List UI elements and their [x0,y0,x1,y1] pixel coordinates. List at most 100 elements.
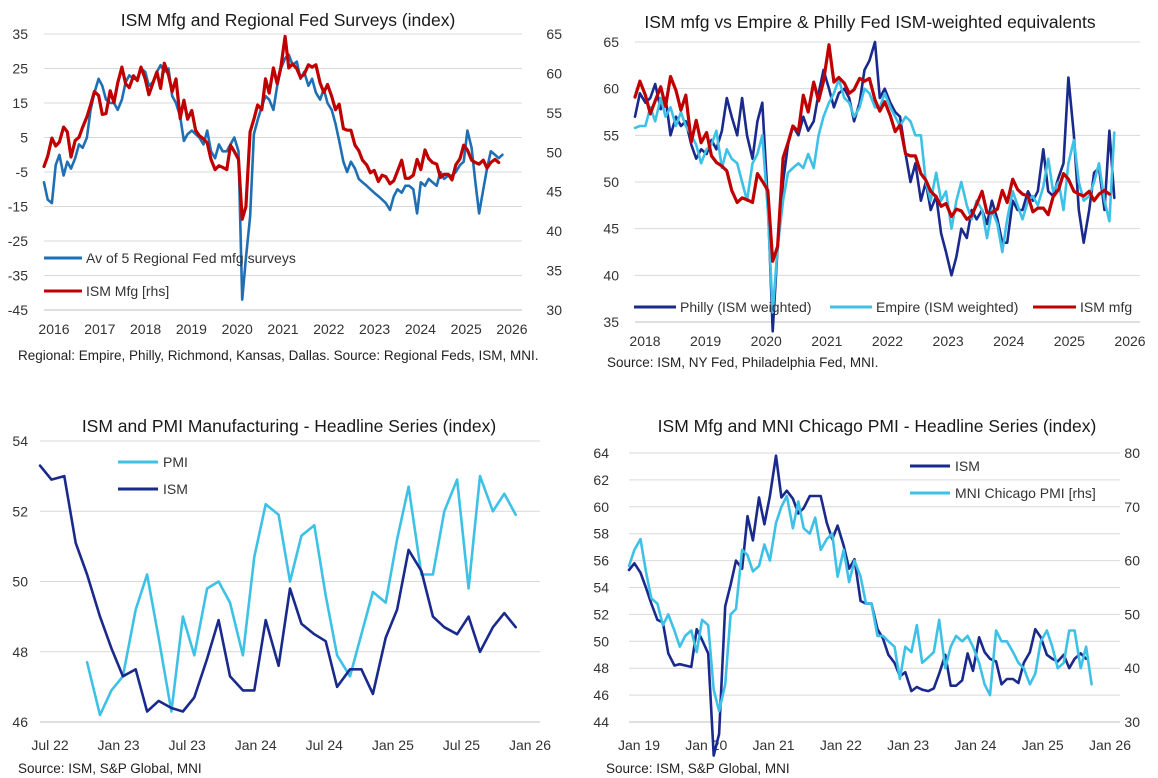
x-tick-label: 2019 [690,333,721,349]
y-left-tick-label: 35 [603,314,619,330]
y-left-tick-label: 50 [603,174,619,190]
x-tick-label: Jul 24 [306,737,344,753]
x-tick-label: Jan 25 [372,737,414,753]
y-left-tick-label: 45 [603,221,619,237]
chart-2-legend: Philly (ISM weighted) Empire (ISM weight… [634,299,1132,315]
x-tick-label: Jan 26 [1089,737,1131,753]
x-tick-label: 2017 [84,321,115,337]
legend-ismmfg-label: ISM mfg [1080,299,1132,315]
x-tick-label: 2023 [933,333,964,349]
x-tick-label: 2016 [38,321,69,337]
x-tick-label: 2026 [496,321,527,337]
y-right-tick-label: 70 [1124,499,1140,515]
x-tick-label: 2022 [313,321,344,337]
chart-3-source: Source: ISM, S&P Global, MNI [18,761,202,776]
x-tick-label: 2022 [872,333,903,349]
y-left-tick-label: 64 [593,445,609,461]
y-right-tick-label: 65 [546,26,562,42]
chart-2-source: Source: ISM, NY Fed, Philadelphia Fed, M… [607,355,878,370]
legend-ism-label: ISM Mfg [rhs] [86,283,169,299]
y-right-tick-label: 50 [1124,606,1140,622]
chart-4-legend: ISM MNI Chicago PMI [rhs] [910,458,1096,501]
series-line-pmi [85,474,518,717]
x-tick-label: 2018 [130,321,161,337]
x-tick-label: Jan 26 [509,737,551,753]
y-right-tick-label: 40 [546,223,562,239]
y-right-tick-label: 55 [546,105,562,121]
x-tick-label: 2021 [811,333,842,349]
series-line-ism [627,454,1088,757]
legend-ism4-label: ISM [955,458,980,474]
x-tick-label: Jan 25 [1022,737,1064,753]
y-left-tick-label: 35 [12,26,28,42]
x-tick-label: Jan 23 [98,737,140,753]
series-line-av-of-5-regional-fed-mfg-surveys [42,53,504,301]
y-right-tick-label: 30 [546,302,562,318]
legend-regional-label: Av of 5 Regional Fed mfg surveys [86,250,296,266]
y-right-tick-label: 35 [546,263,562,279]
x-tick-label: 2024 [405,321,436,337]
y-left-tick-label: -35 [8,268,28,284]
x-tick-label: 2020 [751,333,782,349]
legend-philly-label: Philly (ISM weighted) [680,299,812,315]
y-left-tick-label: -25 [8,233,28,249]
y-left-tick-label: 56 [593,553,609,569]
x-tick-label: 2024 [993,333,1024,349]
y-left-tick-label: 46 [593,687,609,703]
series-line-mni-chicago-pmi-rhs [627,494,1093,713]
x-tick-label: Jan 20 [685,737,727,753]
y-left-tick-label: 48 [593,660,609,676]
y-left-tick-label: 40 [603,267,619,283]
y-right-tick-label: 50 [546,144,562,160]
y-left-tick-label: 62 [593,472,609,488]
legend-ism3-label: ISM [163,481,188,497]
series-line-ism-mfg-rhs [42,34,501,221]
x-tick-label: 2019 [176,321,207,337]
y-left-tick-label: 50 [12,574,28,590]
chart-3-legend: PMI ISM [118,454,188,497]
y-left-tick-label: 55 [603,127,619,143]
x-tick-label: 2018 [629,333,660,349]
series-line-empire-ism-weighted [633,78,1116,315]
chart-3-title: ISM and PMI Manufacturing - Headline Ser… [82,416,496,436]
y-right-tick-label: 30 [1124,714,1140,730]
legend-empire-label: Empire (ISM weighted) [876,299,1018,315]
y-left-tick-label: -45 [8,302,28,318]
y-left-tick-label: 52 [12,503,28,519]
x-tick-label: Jan 22 [820,737,862,753]
chart-4-source: Source: ISM, S&P Global, MNI [606,761,790,776]
y-left-tick-label: -5 [16,164,29,180]
y-left-tick-label: 46 [12,714,28,730]
y-left-tick-label: 54 [12,433,28,449]
y-right-tick-label: 60 [1124,553,1140,569]
chart-1-title: ISM Mfg and Regional Fed Surveys (index) [121,10,456,30]
x-tick-label: 2021 [267,321,298,337]
legend-chicago-label: MNI Chicago PMI [rhs] [955,485,1096,501]
y-left-tick-label: 25 [12,61,28,77]
x-tick-label: Jan 24 [954,737,996,753]
x-tick-label: 2025 [1054,333,1085,349]
y-left-tick-label: 52 [593,606,609,622]
y-left-tick-label: 54 [593,580,609,596]
x-tick-label: Jan 24 [235,737,277,753]
x-tick-label: 2025 [451,321,482,337]
x-tick-label: Jul 22 [31,737,69,753]
y-right-tick-label: 80 [1124,445,1140,461]
y-left-tick-label: -15 [8,199,28,215]
y-left-tick-label: 50 [593,633,609,649]
y-left-tick-label: 60 [603,81,619,97]
x-tick-label: 2023 [359,321,390,337]
chart-ism-pmi: ISM and PMI Manufacturing - Headline Ser… [12,416,551,776]
y-left-tick-label: 65 [603,34,619,50]
x-tick-label: Jan 21 [753,737,795,753]
x-tick-label: Jan 23 [887,737,929,753]
y-left-tick-label: 58 [593,526,609,542]
chart-1-source: Regional: Empire, Philly, Richmond, Kans… [18,348,538,363]
series-line-ism [38,464,518,713]
series-line-ism-mfg [633,43,1112,263]
chart-empire-philly: ISM mfg vs Empire & Philly Fed ISM-weigh… [603,12,1145,370]
y-left-tick-label: 5 [20,130,28,146]
y-right-tick-label: 60 [546,65,562,81]
chart-1-legend: Av of 5 Regional Fed mfg surveys ISM Mfg… [44,250,296,299]
